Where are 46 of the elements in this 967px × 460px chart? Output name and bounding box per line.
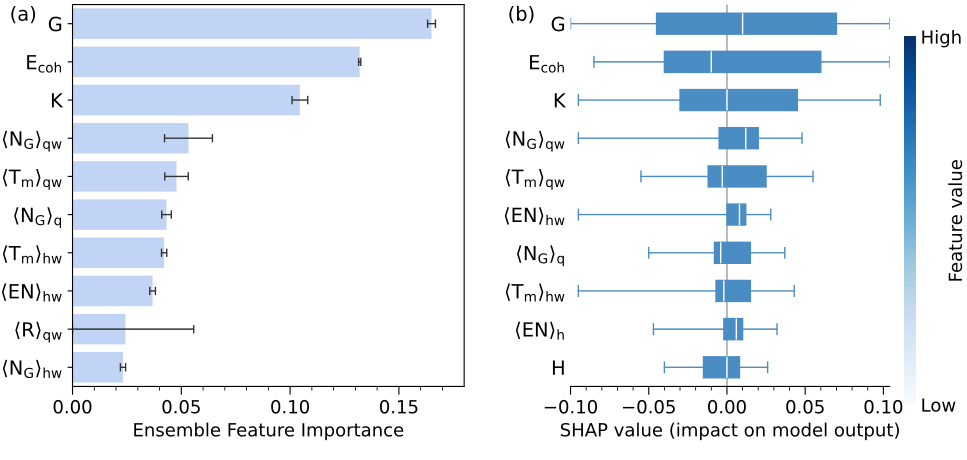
bar [72, 352, 123, 383]
y-tick-label: ⟨N$_{G}$⟩$_{q}$ [14, 207, 62, 228]
y-tick-label: ⟨EN⟩$_{h}$ [516, 322, 564, 340]
x-tick-label: 0.10 [271, 400, 309, 414]
y-tick-label: ⟨EN⟩$_{hw}$ [504, 207, 564, 226]
y-tick-label: ⟨N$_{G}$⟩$_{q}$ [517, 245, 564, 266]
x-tick-label: 0.10 [864, 400, 902, 414]
bar [72, 161, 177, 192]
bar [72, 46, 360, 78]
y-tick-label: ⟨R⟩$_{qw}$ [15, 322, 62, 343]
x-tick-label: 0.05 [162, 400, 200, 414]
y-tick-label: E$_{coh}$ [27, 55, 62, 73]
y-tick-label: G [552, 16, 564, 32]
bar [72, 122, 188, 154]
bar [72, 8, 432, 39]
y-tick-label: ⟨N$_{G}$⟩$_{qw}$ [2, 130, 62, 152]
x-tick-label: 0.00 [708, 400, 746, 414]
x-tick-label: −0.10 [544, 400, 597, 414]
x-axis-title: Ensemble Feature Importance [134, 422, 404, 440]
y-tick-label: ⟨T$_{m}$⟩$_{hw}$ [2, 245, 62, 264]
y-tick-label: ⟨T$_{m}$⟩$_{qw}$ [2, 169, 62, 190]
chart-title: (a) [11, 6, 36, 24]
bar [72, 238, 164, 268]
color-bar-title: Feature value [948, 160, 962, 281]
y-tick-label: K [554, 93, 566, 108]
y-tick-label: K [52, 93, 64, 108]
x-tick-label: 0.15 [380, 400, 418, 414]
y-tick-label: H [552, 360, 564, 375]
color-bar-label: Low [922, 398, 956, 412]
y-tick-label: ⟨T$_{m}$⟩$_{hw}$ [506, 284, 564, 302]
x-tick-label: −0.05 [622, 400, 675, 414]
bar [72, 84, 300, 116]
bar [72, 314, 126, 344]
x-axis-title: SHAP value (impact on model output) [560, 422, 899, 440]
y-tick-label: G [48, 16, 62, 32]
chart-title: (b) [509, 6, 534, 24]
bar [72, 276, 153, 306]
x-tick-label: 0.05 [786, 400, 824, 414]
y-tick-label: E$_{coh}$ [530, 55, 564, 73]
y-tick-label: ⟨N$_{G}$⟩$_{hw}$ [2, 360, 62, 378]
bar [72, 199, 167, 230]
x-tick-label: 0.00 [54, 400, 92, 414]
color-bar-label: High [922, 30, 961, 48]
y-tick-label: ⟨N$_{G}$⟩$_{qw}$ [506, 130, 564, 152]
y-tick-label: ⟨EN⟩$_{hw}$ [2, 284, 62, 302]
y-tick-label: ⟨T$_{m}$⟩$_{qw}$ [506, 169, 564, 190]
